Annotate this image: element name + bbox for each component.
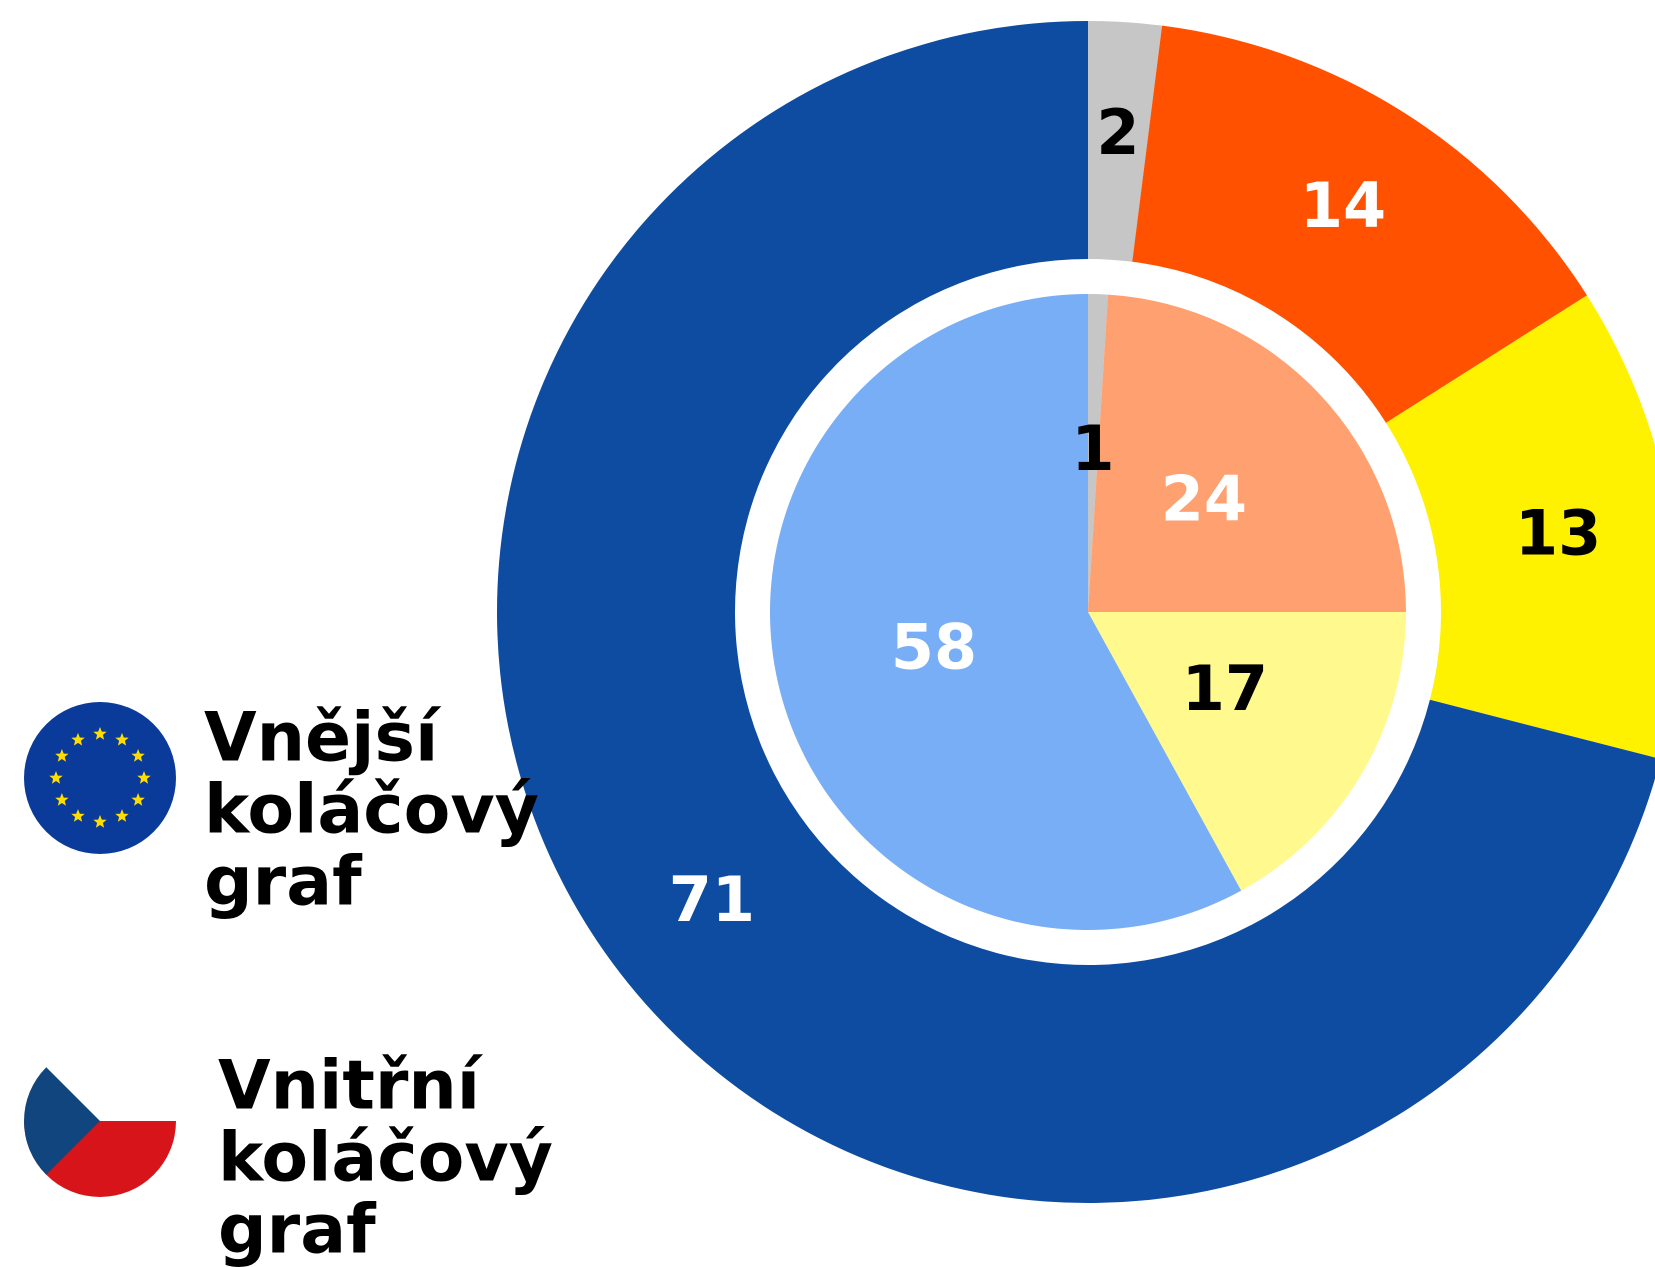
eu-star — [131, 749, 145, 762]
eu-star — [115, 732, 129, 746]
eu-star — [137, 771, 151, 784]
legend-label: graf — [204, 843, 363, 922]
donut-segment — [1386, 295, 1655, 758]
legend-label: graf — [218, 1191, 377, 1267]
charts: 2 14 13 71 1 24 17 58 — [497, 21, 1655, 1203]
pie-slice — [1088, 294, 1406, 612]
eu-flag-circle — [24, 702, 176, 854]
eu-star — [55, 793, 69, 806]
data-label: 58 — [891, 611, 977, 684]
legend-label: Vnější — [204, 699, 442, 778]
data-label: 24 — [1161, 462, 1247, 535]
eu-star — [131, 793, 145, 806]
eu-star — [49, 771, 63, 784]
pie-slice — [1088, 294, 1108, 612]
donut-segment — [1132, 25, 1587, 423]
eu-flag-icon — [24, 702, 176, 854]
donut-segment — [1088, 21, 1163, 262]
eu-star — [71, 809, 85, 822]
pie-slice — [769, 294, 1242, 930]
legend-label: Vnitřní — [218, 1047, 484, 1126]
donut-segment — [497, 21, 1655, 1203]
data-label: 71 — [669, 863, 755, 936]
eu-star — [93, 815, 107, 828]
pie-slice — [1088, 612, 1406, 891]
data-label: 17 — [1182, 652, 1268, 725]
data-label: 13 — [1515, 497, 1601, 570]
legend-label: koláčový — [218, 1119, 553, 1198]
legend-label: koláčový — [204, 771, 539, 850]
cz-flag-icon — [24, 1045, 176, 1197]
data-label: 14 — [1300, 169, 1386, 242]
eu-star — [71, 732, 85, 746]
eu-star — [55, 749, 69, 762]
cz-flag-blue — [24, 1045, 100, 1197]
data-label: 2 — [1096, 96, 1139, 169]
eu-star — [93, 727, 107, 740]
eu-star — [115, 809, 129, 822]
data-label: 1 — [1071, 412, 1114, 485]
